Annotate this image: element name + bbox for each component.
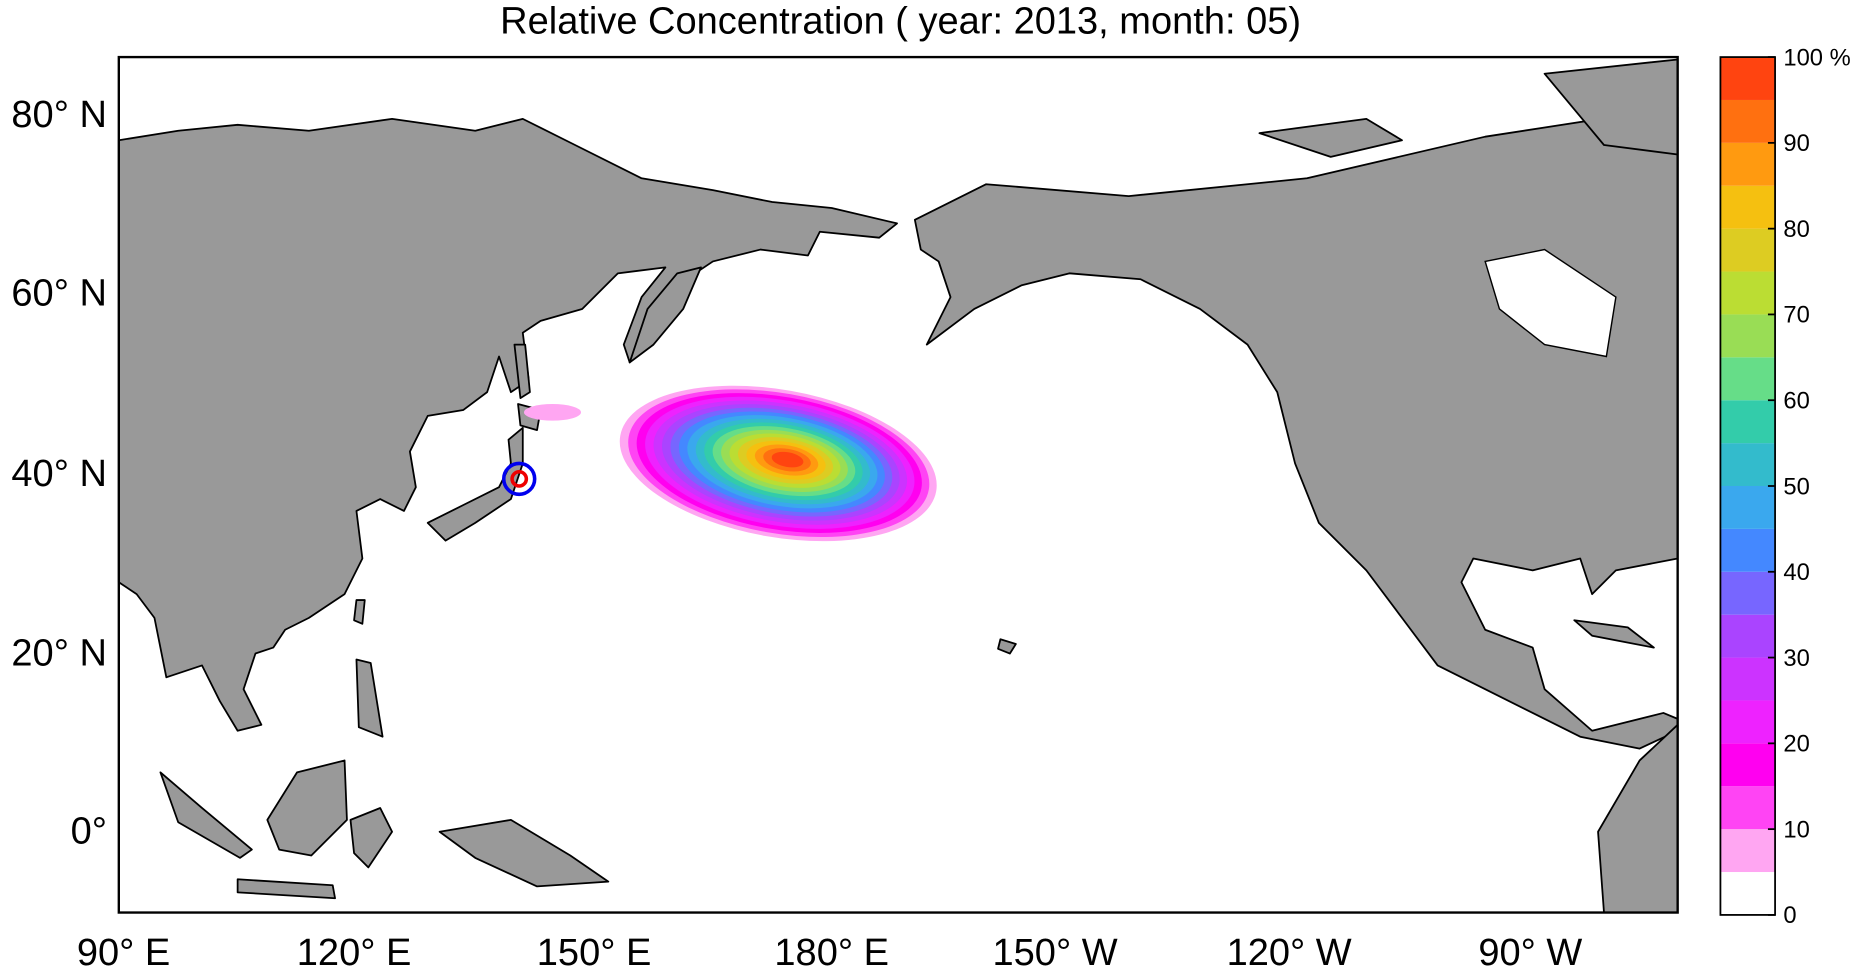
java xyxy=(236,878,336,900)
colorbar-band xyxy=(1720,872,1776,915)
colorbar-band xyxy=(1720,400,1776,444)
lat-label: 80° N xyxy=(11,94,107,136)
colorbar-band xyxy=(1720,614,1776,658)
colorbar-band xyxy=(1720,657,1776,701)
land xyxy=(117,58,1679,914)
lat-label: 60° N xyxy=(11,272,107,314)
lat-label: 0° xyxy=(71,811,107,853)
plume-band xyxy=(771,451,804,468)
colorbar-band xyxy=(1720,571,1776,615)
hawaii xyxy=(997,638,1017,655)
colorbar-band xyxy=(1720,99,1776,143)
colorbar-label: 20 xyxy=(1783,731,1809,758)
source-marker-inner xyxy=(510,469,529,488)
lon-label: 120° W xyxy=(1227,932,1352,972)
colorbar-band xyxy=(1720,743,1776,787)
taiwan xyxy=(353,599,366,625)
colorbar-label: 70 xyxy=(1783,302,1809,329)
colorbar-label: 50 xyxy=(1783,473,1809,500)
hudson-bay xyxy=(1484,248,1617,358)
japan xyxy=(426,426,524,542)
lon-label: 150° E xyxy=(537,932,652,972)
colorbar-label: 40 xyxy=(1783,559,1809,586)
kamchatka xyxy=(628,266,702,364)
south-america xyxy=(1597,723,1679,914)
north-america xyxy=(913,106,1679,750)
new-guinea xyxy=(438,818,610,888)
cuba xyxy=(1573,619,1655,649)
asia xyxy=(117,117,898,732)
colorbar-label: 60 xyxy=(1783,388,1809,415)
map-title: Relative Concentration ( year: 2013, mon… xyxy=(500,0,1301,42)
sumatra xyxy=(159,771,253,859)
source-marker-outer xyxy=(501,461,537,497)
colorbar: 0 10 20 30 40 50 60 70 80 90 100 % xyxy=(1719,44,1851,929)
lon-label: 180° E xyxy=(774,932,889,972)
lon-label: 90° W xyxy=(1478,932,1582,972)
colorbar-band xyxy=(1720,829,1776,873)
colorbar-label: 30 xyxy=(1783,645,1809,672)
colorbar-label: 0 xyxy=(1783,902,1796,929)
sakhalin xyxy=(513,343,531,399)
map-frame xyxy=(117,55,1679,914)
lat-label: 40° N xyxy=(11,453,107,495)
lat-label: 20° N xyxy=(11,632,107,674)
lon-label: 150° W xyxy=(993,932,1118,972)
philippines xyxy=(355,658,384,738)
colorbar-band xyxy=(1720,228,1776,272)
colorbar-band xyxy=(1720,185,1776,229)
sulawesi xyxy=(349,807,393,869)
colorbar-band xyxy=(1720,486,1776,529)
plume-band xyxy=(523,404,581,421)
colorbar-label: 80 xyxy=(1783,216,1809,243)
colorbar-band xyxy=(1720,786,1776,830)
lon-label: 90° E xyxy=(77,932,170,972)
borneo xyxy=(266,759,348,857)
colorbar-label: 100 % xyxy=(1783,44,1850,71)
colorbar-band xyxy=(1720,528,1776,572)
lon-label: 120° E xyxy=(297,932,412,972)
colorbar-label: 90 xyxy=(1783,130,1809,157)
colorbar-band xyxy=(1720,443,1776,486)
colorbar-band xyxy=(1720,700,1776,744)
colorbar-band xyxy=(1720,314,1776,358)
colorbar-band xyxy=(1720,142,1776,186)
colorbar-label: 10 xyxy=(1783,816,1809,843)
arctic-islands xyxy=(1258,117,1403,158)
colorbar-band xyxy=(1720,271,1776,315)
colorbar-band xyxy=(1720,357,1776,401)
colorbar-band xyxy=(1720,57,1776,100)
plume xyxy=(523,385,937,542)
